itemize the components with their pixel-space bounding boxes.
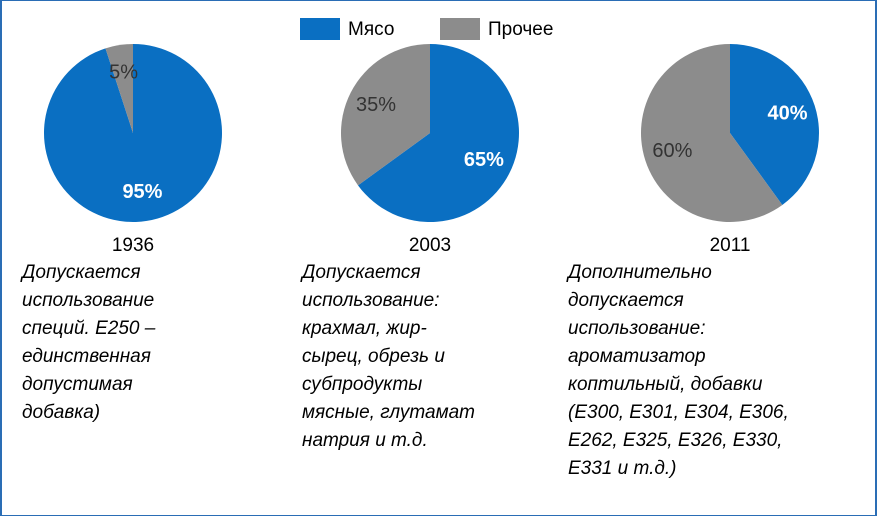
note-line: допустимая — [22, 374, 133, 395]
note-line: субпродукты — [302, 374, 422, 395]
data-label: 40% — [768, 103, 808, 125]
note-line: крахмал, жир- — [302, 318, 427, 339]
legend-swatch — [300, 18, 340, 40]
note-line: ароматизатор — [568, 346, 706, 367]
note-line: Дополнительно — [566, 262, 712, 283]
legend-swatch — [440, 18, 480, 40]
pie-title: 2003 — [409, 235, 451, 256]
note-line: натрия и т.д. — [302, 430, 428, 451]
note-line: использование: — [302, 290, 440, 311]
data-label: 5% — [109, 62, 138, 84]
legend-label: Мясо — [348, 19, 394, 40]
note-line: допускается — [568, 290, 684, 311]
note-line: Допускается — [300, 262, 421, 283]
note-line: Е331 и т.д.) — [568, 458, 677, 479]
data-label: 65% — [464, 149, 504, 171]
note-line: Е262, Е325, Е326, Е330, — [568, 430, 782, 451]
pie-slice — [105, 44, 133, 133]
pie-title: 2011 — [710, 235, 751, 256]
note-line: сырец, обрезь и — [302, 346, 445, 367]
pie-slice — [357, 44, 519, 222]
note-line: использование — [22, 290, 154, 311]
note-line: единственная — [22, 346, 151, 367]
pie-slice — [730, 44, 819, 206]
data-label: 35% — [356, 94, 396, 116]
data-label: 60% — [652, 140, 692, 162]
note-line: мясные, глутамат — [302, 402, 475, 423]
pie-slice — [341, 44, 430, 186]
data-label: 95% — [122, 181, 162, 203]
pie-slice — [640, 44, 783, 223]
note-line: специй. Е250 – — [22, 318, 156, 339]
legend-label: Прочее — [488, 19, 553, 40]
note-line: Допускается — [20, 262, 141, 283]
pie-title: 1936 — [112, 235, 154, 256]
note-line: (Е300, Е301, Е304, Е306, — [568, 402, 789, 423]
note-line: коптильный, добавки — [568, 374, 763, 395]
note-line: добавка) — [22, 402, 100, 423]
note-line: использование: — [568, 318, 706, 339]
